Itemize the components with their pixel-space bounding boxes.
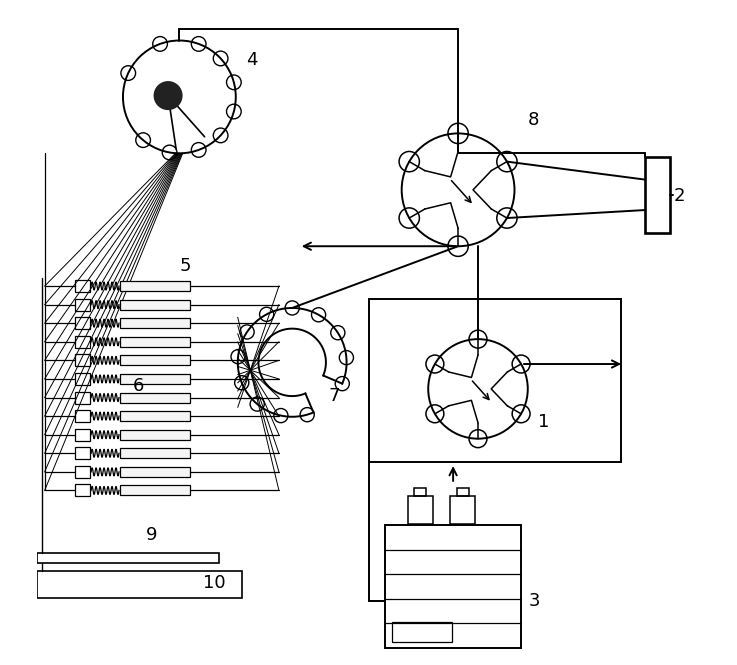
Text: 6: 6 [133, 376, 144, 394]
Bar [385, 525, 521, 648]
Bar [368, 299, 621, 462]
Bar [75, 448, 90, 460]
Bar [75, 317, 90, 329]
Text: 4: 4 [245, 51, 257, 69]
Bar [120, 355, 190, 365]
Bar [120, 300, 190, 310]
Bar [75, 410, 90, 422]
Bar [75, 373, 90, 385]
Bar [645, 157, 670, 233]
Bar [450, 495, 475, 523]
Bar [75, 336, 90, 348]
Bar [120, 319, 190, 329]
Bar [75, 466, 90, 478]
Bar [120, 281, 190, 291]
Bar [75, 429, 90, 441]
Text: 1: 1 [538, 413, 549, 431]
Text: 2: 2 [674, 188, 685, 205]
Bar [120, 411, 190, 421]
Bar [75, 354, 90, 366]
Bar [120, 485, 190, 495]
Bar [408, 495, 433, 523]
Text: 9: 9 [146, 526, 158, 544]
Bar [37, 571, 242, 598]
Text: 8: 8 [528, 111, 539, 129]
Bar [75, 299, 90, 311]
Bar [120, 448, 190, 458]
Bar [120, 392, 190, 402]
Bar [75, 485, 90, 496]
Bar [120, 430, 190, 440]
Text: 3: 3 [529, 593, 541, 610]
Bar [37, 553, 219, 563]
Bar [457, 488, 469, 495]
Text: 10: 10 [203, 575, 226, 593]
Bar [120, 374, 190, 384]
Bar [120, 336, 190, 346]
Bar [75, 280, 90, 292]
Text: 5: 5 [179, 257, 191, 275]
Circle shape [155, 82, 181, 109]
Bar [392, 622, 452, 642]
Bar [120, 467, 190, 477]
Text: 7: 7 [329, 386, 340, 404]
Bar [75, 392, 90, 404]
Bar [414, 488, 427, 495]
